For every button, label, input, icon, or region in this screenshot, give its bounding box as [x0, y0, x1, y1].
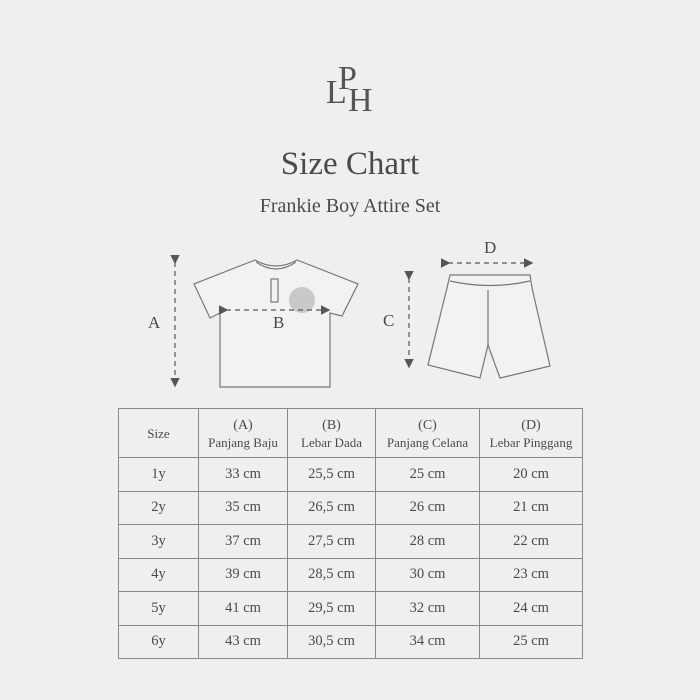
measurement-cell: 35 cm: [198, 490, 288, 525]
measurement-cell: 28 cm: [375, 524, 480, 559]
table-header-row: Size (A) Panjang Baju (B) Lebar Dada (C) Pa…: [118, 408, 583, 458]
size-cell: 1y: [118, 457, 199, 492]
label-a: A: [148, 313, 161, 332]
logo-letter-p: P: [338, 60, 357, 97]
size-cell: 3y: [118, 524, 199, 559]
measurement-cell: 24 cm: [479, 591, 583, 626]
brand-logo: L P H: [322, 62, 378, 120]
size-table: Size (A) Panjang Baju (B) Lebar Dada (C) Pa…: [118, 408, 583, 659]
measurement-cell: 43 cm: [198, 624, 288, 659]
header-panjang-baju: (A) Panjang Baju: [198, 408, 288, 458]
measurement-cell: 30 cm: [375, 557, 480, 592]
measurement-cell: 30,5 cm: [287, 624, 376, 659]
logo-letter-l: L: [326, 74, 347, 111]
measurement-cell: 21 cm: [479, 490, 583, 525]
page-subtitle: Frankie Boy Attire Set: [259, 195, 441, 217]
table-row: 6y 43 cm 30,5 cm 34 cm 25 cm: [118, 624, 583, 659]
size-cell: 4y: [118, 557, 199, 592]
table-row: 3y 37 cm 27,5 cm 28 cm 22 cm: [118, 524, 583, 559]
table-row: 1y 33 cm 25,5 cm 25 cm 20 cm: [118, 457, 583, 492]
size-cell: 2y: [118, 490, 199, 525]
measurement-cell: 22 cm: [479, 524, 583, 559]
measurement-cell: 37 cm: [198, 524, 288, 559]
table-row: 2y 35 cm 26,5 cm 26 cm 21 cm: [118, 490, 583, 525]
header-lebar-dada: (B) Lebar Dada: [287, 408, 376, 458]
measurement-cell: 34 cm: [375, 624, 480, 659]
header-size: Size: [118, 408, 199, 458]
measurement-cell: 39 cm: [198, 557, 288, 592]
measurement-cell: 26 cm: [375, 490, 480, 525]
measurement-cell: 29,5 cm: [287, 591, 376, 626]
label-d: D: [484, 238, 497, 257]
garment-diagram: [170, 254, 551, 388]
header-panjang-celana: (C) Panjang Celana: [375, 408, 480, 458]
logo-letter-h: H: [348, 82, 373, 119]
header-lebar-pinggang: (D) Lebar Pinggang: [479, 408, 583, 458]
shorts-illustration: [427, 274, 551, 379]
chest-badge-icon: [289, 287, 315, 313]
measurement-cell: 25 cm: [375, 457, 480, 492]
measurement-cell: 41 cm: [198, 591, 288, 626]
size-cell: 6y: [118, 624, 199, 659]
size-cell: 5y: [118, 591, 199, 626]
measurement-cell: 23 cm: [479, 557, 583, 592]
measurement-cell: 25 cm: [479, 624, 583, 659]
measurement-cell: 27,5 cm: [287, 524, 376, 559]
measurement-cell: 20 cm: [479, 457, 583, 492]
measurement-cell: 25,5 cm: [287, 457, 376, 492]
table-row: 4y 39 cm 28,5 cm 30 cm 23 cm: [118, 557, 583, 592]
label-b: B: [273, 313, 285, 332]
measurement-cell: 26,5 cm: [287, 490, 376, 525]
label-c: C: [383, 311, 395, 330]
measurement-cell: 28,5 cm: [287, 557, 376, 592]
measurement-cell: 32 cm: [375, 591, 480, 626]
measurement-cell: 33 cm: [198, 457, 288, 492]
page-title: Size Chart: [280, 146, 420, 182]
table-row: 5y 41 cm 29,5 cm 32 cm 24 cm: [118, 591, 583, 626]
